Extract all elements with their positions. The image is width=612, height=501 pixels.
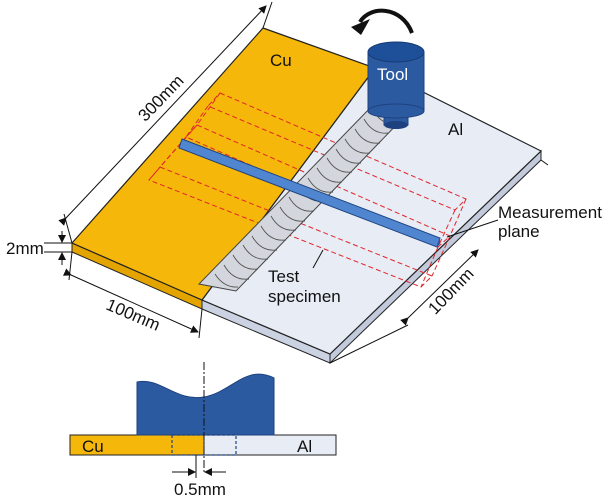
tool	[367, 41, 425, 129]
cross-section	[69, 362, 337, 478]
rotation-arrow-head	[351, 19, 370, 35]
measurement-plane-label-1: Measurement	[498, 203, 602, 222]
section-al	[203, 434, 337, 456]
cu-label: Cu	[270, 51, 292, 70]
section-tool	[136, 373, 275, 436]
width-cu-label: 100mm	[103, 295, 163, 335]
test-specimen-end	[437, 238, 440, 247]
al-label: Al	[448, 120, 463, 139]
test-specimen-label-1: Test	[268, 267, 299, 286]
thickness-label: 2mm	[6, 239, 44, 258]
rotation-arrow-icon	[358, 8, 414, 34]
tool-label: Tool	[377, 65, 408, 84]
section-al-label: Al	[297, 437, 312, 456]
dimension-lines	[44, 1, 549, 364]
section-cu-label: Cu	[82, 437, 104, 456]
test-specimen-label-2: specimen	[268, 287, 341, 306]
width-al-label: 100mm	[425, 264, 478, 318]
measurement-plane-label-2: plane	[498, 222, 540, 241]
offset-label: 0.5mm	[174, 480, 226, 499]
weld-ripples	[214, 109, 399, 288]
